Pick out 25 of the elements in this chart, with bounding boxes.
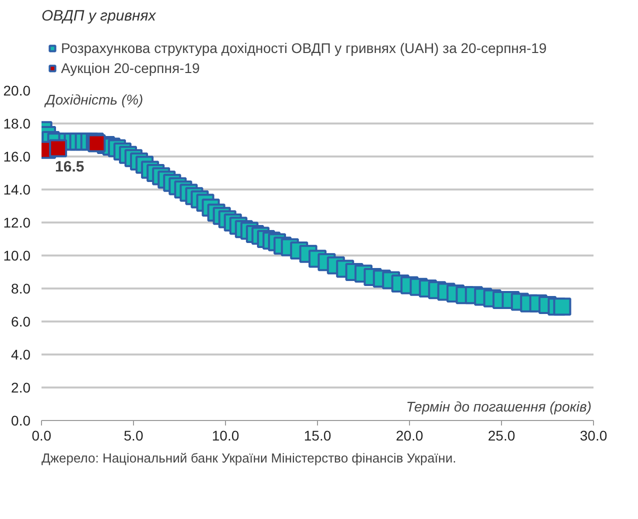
text: Джерело: Національний банк України Міністерство фінансів України.	[42, 450, 456, 466]
x-tick-label: 20.0	[396, 428, 424, 444]
x-tick-label: 25.0	[488, 428, 516, 444]
data-label: 16.5	[55, 158, 84, 176]
legend-label: Аукціон 20-серпня-19	[61, 60, 200, 76]
y-tick-label: 16.0	[3, 148, 31, 164]
y-tick-label: 4.0	[11, 346, 31, 362]
y-tick-label: 0.0	[11, 412, 31, 428]
x-tick-label: 30.0	[580, 428, 608, 444]
chart-title: ОВДП у гривнях	[42, 8, 156, 24]
y-tick-label: 10.0	[3, 248, 31, 264]
y-axis-title: Дохідність (%)	[44, 92, 144, 108]
y-tick-label: 12.0	[3, 214, 31, 230]
y-tick-label: 18.0	[3, 116, 31, 132]
legend-label: Розрахункова структура дохідності ОВДП у гривнях (UAH) за 20-серпня-19	[61, 40, 547, 56]
y-tick-label: 14.0	[3, 182, 31, 198]
x-tick-label: 0.0	[32, 428, 52, 444]
y-tick-label: 6.0	[11, 314, 31, 330]
x-tick-label: 5.0	[124, 428, 144, 444]
x-axis-title: Термін до погашення (років)	[406, 398, 592, 414]
x-tick-label: 10.0	[212, 428, 240, 444]
y-tick-label: 2.0	[11, 380, 31, 396]
y-tick-label: 8.0	[11, 280, 31, 296]
y-tick-label: 20.0	[3, 82, 31, 98]
x-tick-label: 15.0	[304, 428, 332, 444]
